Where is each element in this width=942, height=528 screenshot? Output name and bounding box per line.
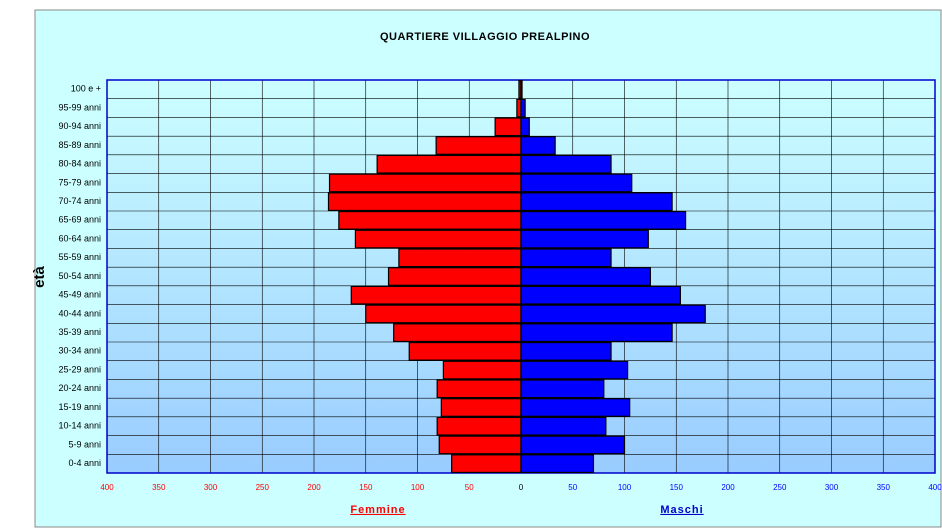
x-tick-label: 300 <box>825 483 839 492</box>
bar <box>440 398 522 417</box>
bar <box>365 304 522 324</box>
bar <box>436 379 522 399</box>
y-tick-label: 15-19 anni <box>58 402 101 412</box>
x-tick-label: 400 <box>100 483 114 492</box>
x-tick-label: 150 <box>670 483 684 492</box>
bar <box>520 267 651 286</box>
bar <box>520 136 556 155</box>
y-tick-label: 100 e + <box>71 84 101 94</box>
x-tick-label: 50 <box>568 483 577 492</box>
chart-title: QUARTIERE VILLAGGIO PREALPINO <box>380 31 590 43</box>
x-tick-label: 100 <box>411 483 425 492</box>
bar <box>338 210 522 230</box>
y-tick-label: 60-64 anni <box>58 233 101 243</box>
y-axis-label: età <box>31 266 48 288</box>
x-tick-label: 400 <box>928 483 942 492</box>
y-tick-label: 5-9 anni <box>68 439 101 449</box>
y-tick-label: 80-84 anni <box>58 159 101 169</box>
y-tick-label: 95-99 anni <box>58 102 101 112</box>
y-tick-label: 25-29 anni <box>58 364 101 374</box>
bar <box>520 285 681 305</box>
x-tick-label: 50 <box>465 483 474 492</box>
legend-maschi: Maschi <box>660 504 703 516</box>
bar <box>387 267 522 286</box>
bar <box>327 192 522 212</box>
bar <box>520 210 687 230</box>
y-tick-label: 30-34 anni <box>58 346 101 356</box>
bar <box>520 229 649 249</box>
x-tick-label: 200 <box>721 483 735 492</box>
bar <box>520 454 595 474</box>
bar <box>398 248 522 268</box>
x-tick-label: 350 <box>877 483 891 492</box>
y-tick-label: 75-79 anni <box>58 177 101 187</box>
x-tick-label: 250 <box>773 483 787 492</box>
bar <box>520 98 526 118</box>
y-tick-label: 45-49 anni <box>58 290 101 300</box>
bar <box>328 173 522 193</box>
bar <box>520 398 631 417</box>
y-tick-label: 40-44 anni <box>58 308 101 318</box>
bar <box>520 416 607 436</box>
x-tick-label: 250 <box>256 483 270 492</box>
x-tick-label: 100 <box>618 483 632 492</box>
legend-femmine: Femmine <box>350 504 405 516</box>
y-tick-label: 90-94 anni <box>58 121 101 131</box>
bar <box>520 379 605 399</box>
y-tick-label: 55-59 anni <box>58 252 101 262</box>
y-tick-label: 65-69 anni <box>58 215 101 225</box>
bar <box>520 323 673 343</box>
bar <box>376 154 522 174</box>
x-tick-label: 350 <box>152 483 166 492</box>
x-tick-label: 200 <box>307 483 321 492</box>
y-tick-label: 0-4 anni <box>68 458 101 468</box>
bar <box>516 98 522 118</box>
bar <box>520 154 612 174</box>
bar <box>408 341 522 361</box>
bar <box>520 341 612 361</box>
x-tick-label: 150 <box>359 483 373 492</box>
bar <box>520 435 626 455</box>
y-tick-label: 10-14 anni <box>58 421 101 431</box>
y-tick-label: 50-54 anni <box>58 271 101 281</box>
bar <box>451 454 522 474</box>
bar <box>520 173 633 193</box>
y-tick-label: 20-24 anni <box>58 383 101 393</box>
x-tick-label: 300 <box>204 483 218 492</box>
bar <box>442 360 522 380</box>
bar <box>520 360 629 380</box>
x-tick-label: 0 <box>519 483 524 492</box>
bar <box>520 304 706 324</box>
y-tick-label: 35-39 anni <box>58 327 101 337</box>
bar <box>438 435 522 455</box>
bar <box>520 192 673 212</box>
y-tick-label: 85-89 anni <box>58 140 101 150</box>
y-tick-label: 70-74 anni <box>58 196 101 206</box>
bar <box>520 117 530 137</box>
bar <box>393 323 522 343</box>
bar <box>350 285 522 305</box>
bar <box>435 136 522 155</box>
bar <box>494 117 522 137</box>
bar <box>436 416 522 436</box>
bar <box>520 248 612 268</box>
bar <box>354 229 522 249</box>
